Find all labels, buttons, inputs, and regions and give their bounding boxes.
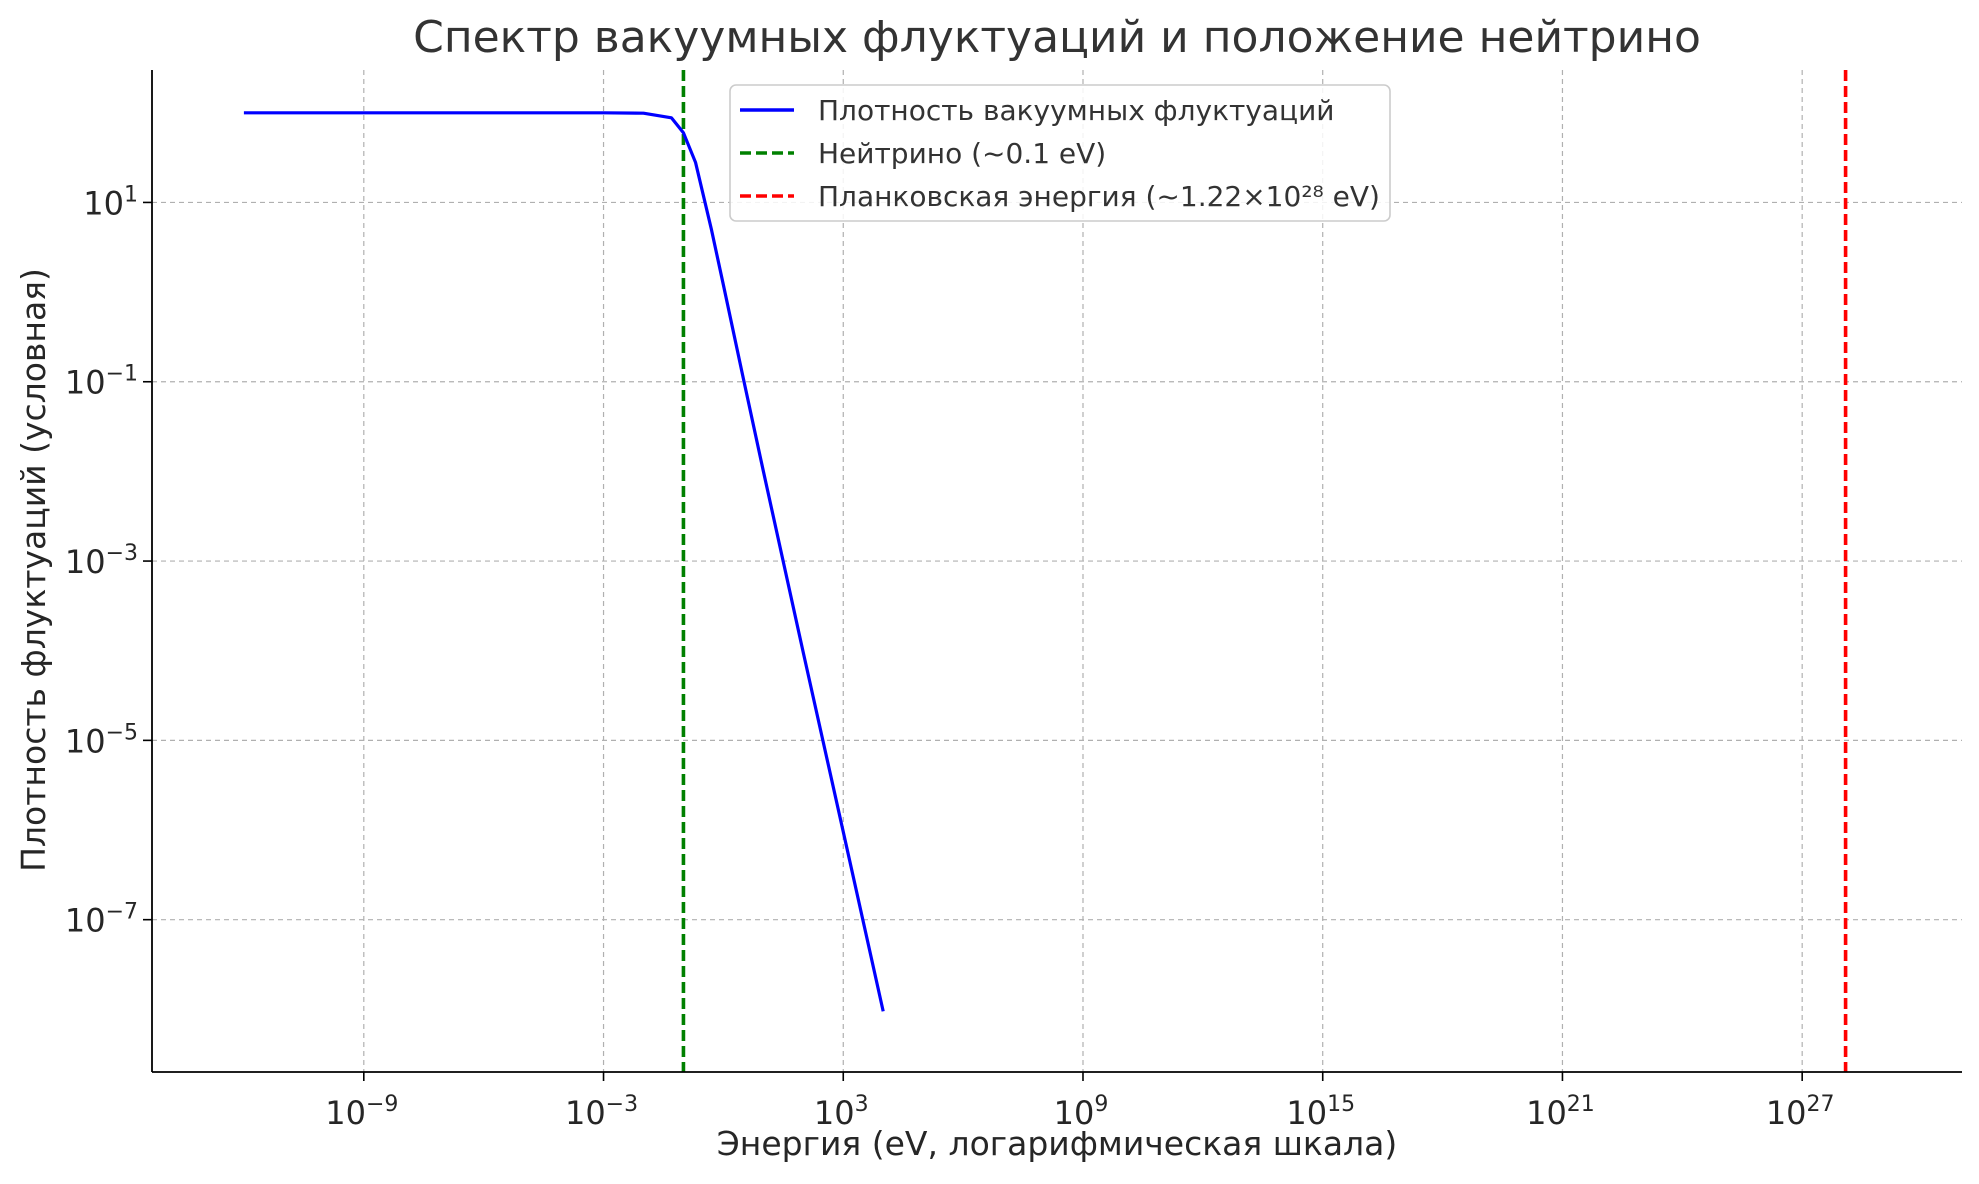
y-tick-label: 10−5 [65, 720, 138, 760]
y-tick-base: 10 [65, 902, 106, 940]
x-tick-base: 10 [1766, 1094, 1807, 1132]
x-tick-label: 1021 [1526, 1092, 1595, 1132]
x-tick-base: 10 [565, 1094, 606, 1132]
y-tick-exponent: 1 [124, 182, 138, 207]
x-tick-base: 10 [1526, 1094, 1567, 1132]
x-tick-label: 103 [814, 1092, 869, 1132]
x-tick-label: 10−3 [565, 1092, 638, 1132]
axes [151, 70, 1962, 1073]
x-tick-base: 10 [325, 1094, 366, 1132]
y-tick-label: 10−7 [65, 900, 138, 940]
x-tick-exponent: 21 [1567, 1092, 1595, 1117]
x-tick-label: 1015 [1286, 1092, 1355, 1132]
x-tick-label: 10−9 [325, 1092, 398, 1132]
y-tick-label: 10−1 [65, 362, 138, 402]
x-tick-exponent: 9 [1094, 1092, 1108, 1117]
y-axis-label: Плотность флуктуаций (условная) [14, 268, 53, 872]
y-tick-exponent: −5 [106, 720, 138, 745]
chart-title: Спектр вакуумных флуктуаций и положение … [413, 12, 1701, 63]
x-tick-base: 10 [1054, 1094, 1095, 1132]
x-tick-exponent: 3 [855, 1092, 869, 1117]
y-tick-exponent: −3 [106, 541, 138, 566]
legend-label: Планковская энергия (~1.22×10²⁸ eV) [818, 180, 1380, 213]
series-layer [243, 111, 885, 1012]
y-tick-base: 10 [83, 184, 124, 222]
x-tick-label: 109 [1054, 1092, 1109, 1132]
y-tick-exponent: −7 [106, 900, 138, 925]
x-tick-label: 1027 [1766, 1092, 1835, 1132]
x-tick-base: 10 [814, 1094, 855, 1132]
x-axis-ticks: 10−9 10−3 103 109 1015 1021 1027 [325, 1072, 1835, 1132]
y-tick-base: 10 [65, 722, 106, 760]
y-tick-base: 10 [65, 364, 106, 402]
legend-label: Плотность вакуумных флуктуаций [818, 94, 1334, 127]
y-tick-label: 10−3 [65, 541, 138, 581]
grid [152, 70, 1962, 1072]
legend: Плотность вакуумных флуктуаций Нейтрино (… [729, 84, 1391, 222]
x-tick-exponent: −3 [606, 1092, 638, 1117]
x-tick-exponent: 27 [1807, 1092, 1835, 1117]
y-tick-base: 10 [65, 543, 106, 581]
x-tick-base: 10 [1286, 1094, 1327, 1132]
x-axis-label: Энергия (eV, логарифмическая шкала) [717, 1124, 1398, 1163]
legend-label: Нейтрино (~0.1 eV) [818, 137, 1106, 170]
y-tick-label: 101 [83, 182, 138, 222]
x-tick-exponent: −9 [366, 1092, 398, 1117]
legend-box [729, 84, 1391, 222]
reference-lines [681, 70, 1848, 1072]
series-line-0 [243, 111, 885, 1012]
y-tick-exponent: −1 [106, 362, 138, 387]
x-tick-exponent: 15 [1327, 1092, 1355, 1117]
